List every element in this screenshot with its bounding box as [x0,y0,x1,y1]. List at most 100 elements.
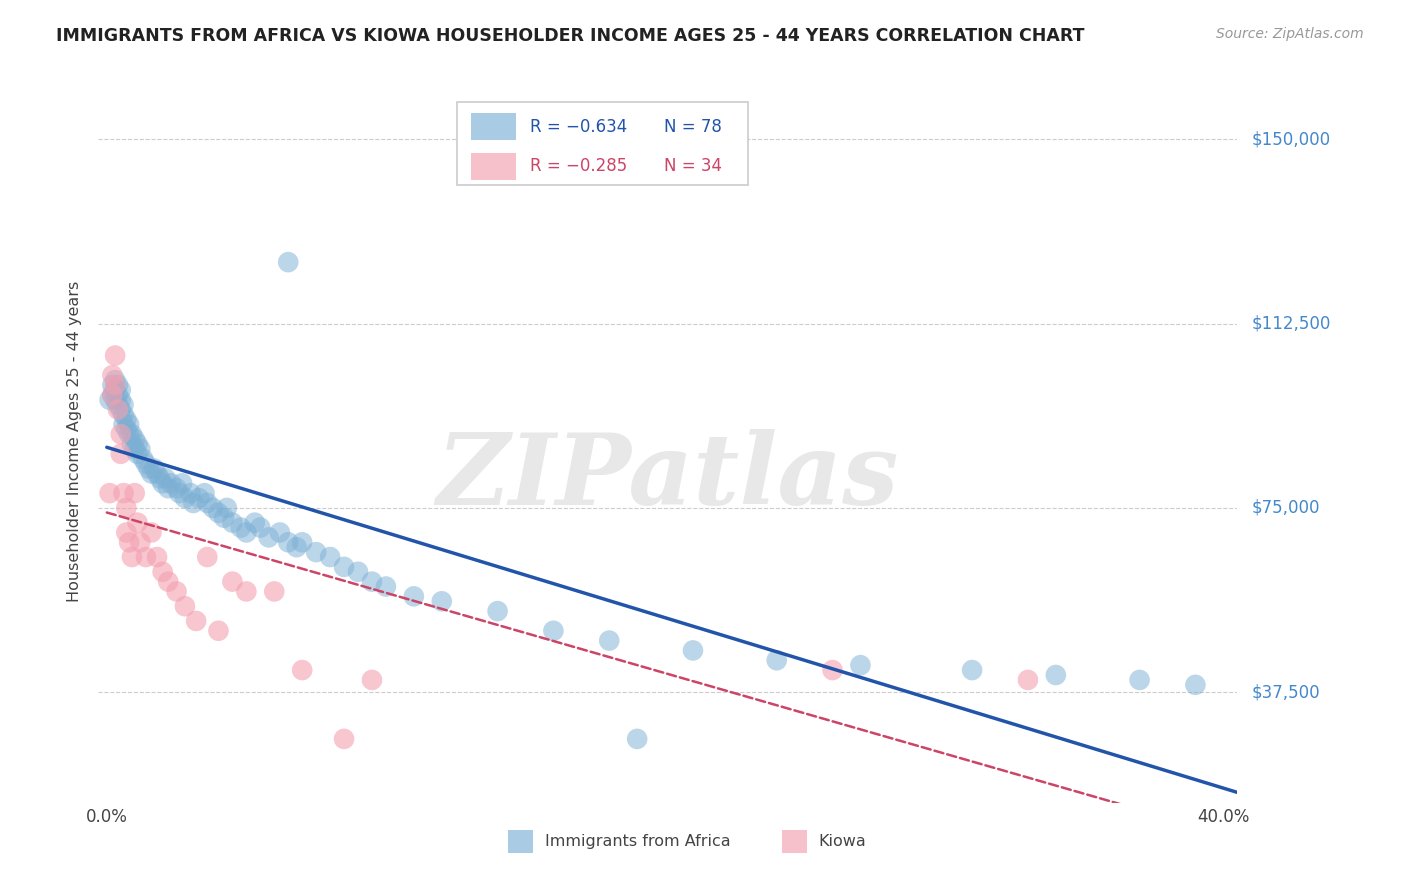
Point [127,516,149,530]
Point [1184,678,1206,692]
Point [129,535,152,549]
Point [243,516,266,530]
Point [138,461,160,475]
Text: R = −0.634: R = −0.634 [530,118,627,136]
Point [207,506,229,520]
Point [319,549,342,564]
Point [124,442,146,456]
Point [157,481,180,495]
Point [333,731,356,746]
Text: $150,000: $150,000 [1251,130,1330,148]
Point [187,491,209,505]
Point [849,658,872,673]
Text: R = −0.285: R = −0.285 [530,157,627,175]
Point [430,594,453,608]
Point [291,535,314,549]
Point [682,643,704,657]
Text: ZIPatlas: ZIPatlas [437,429,898,526]
Point [333,560,356,574]
Point [107,378,129,392]
Point [361,673,384,687]
Point [201,500,224,515]
Point [115,422,138,436]
Text: N = 34: N = 34 [665,157,723,175]
Point [160,476,183,491]
Point [180,486,202,500]
Point [221,516,243,530]
Point [155,471,177,485]
Point [101,388,124,402]
Point [212,510,235,524]
Bar [782,830,807,854]
Text: $112,500: $112,500 [1251,315,1330,333]
Point [110,383,132,397]
Point [127,437,149,451]
Bar [471,153,516,180]
Point [1017,673,1039,687]
Text: Immigrants from Africa: Immigrants from Africa [546,834,731,849]
Text: IMMIGRANTS FROM AFRICA VS KIOWA HOUSEHOLDER INCOME AGES 25 - 44 YEARS CORRELATIO: IMMIGRANTS FROM AFRICA VS KIOWA HOUSEHOL… [56,27,1085,45]
Point [104,378,127,392]
Point [960,663,983,677]
Point [101,368,124,383]
Point [118,427,141,442]
Bar [509,830,533,854]
Point [101,388,124,402]
Point [112,408,135,422]
Point [110,427,132,442]
Point [166,584,188,599]
Point [277,255,299,269]
Point [146,467,169,481]
Point [146,549,169,564]
Point [229,520,252,534]
Point [765,653,787,667]
Point [143,461,166,475]
Point [305,545,328,559]
Point [249,520,271,534]
Point [112,398,135,412]
Point [157,574,180,589]
Point [98,392,121,407]
Point [184,614,207,628]
Point [486,604,509,618]
Point [118,535,141,549]
Point [291,663,314,677]
Point [115,525,138,540]
Point [104,373,127,387]
Point [152,476,174,491]
Point [149,471,172,485]
Point [110,447,132,461]
Point [285,540,308,554]
Point [235,525,257,540]
Point [361,574,384,589]
Point [347,565,370,579]
Text: Source: ZipAtlas.com: Source: ZipAtlas.com [1216,27,1364,41]
Point [101,378,124,392]
Point [141,525,163,540]
Point [135,457,157,471]
Point [115,500,138,515]
Text: N = 78: N = 78 [665,118,723,136]
Point [598,633,620,648]
Point [402,590,425,604]
Point [374,580,396,594]
Point [169,486,191,500]
Text: $75,000: $75,000 [1251,499,1320,516]
Point [107,388,129,402]
Point [141,467,163,481]
Point [193,486,215,500]
FancyBboxPatch shape [457,102,748,185]
Point [257,530,280,544]
Point [135,549,157,564]
Point [112,486,135,500]
Point [132,451,155,466]
Point [215,500,238,515]
Point [98,486,121,500]
Point [277,535,299,549]
Point [195,549,218,564]
Point [124,432,146,446]
Point [110,402,132,417]
Point [183,496,205,510]
Point [821,663,844,677]
Point [112,417,135,432]
